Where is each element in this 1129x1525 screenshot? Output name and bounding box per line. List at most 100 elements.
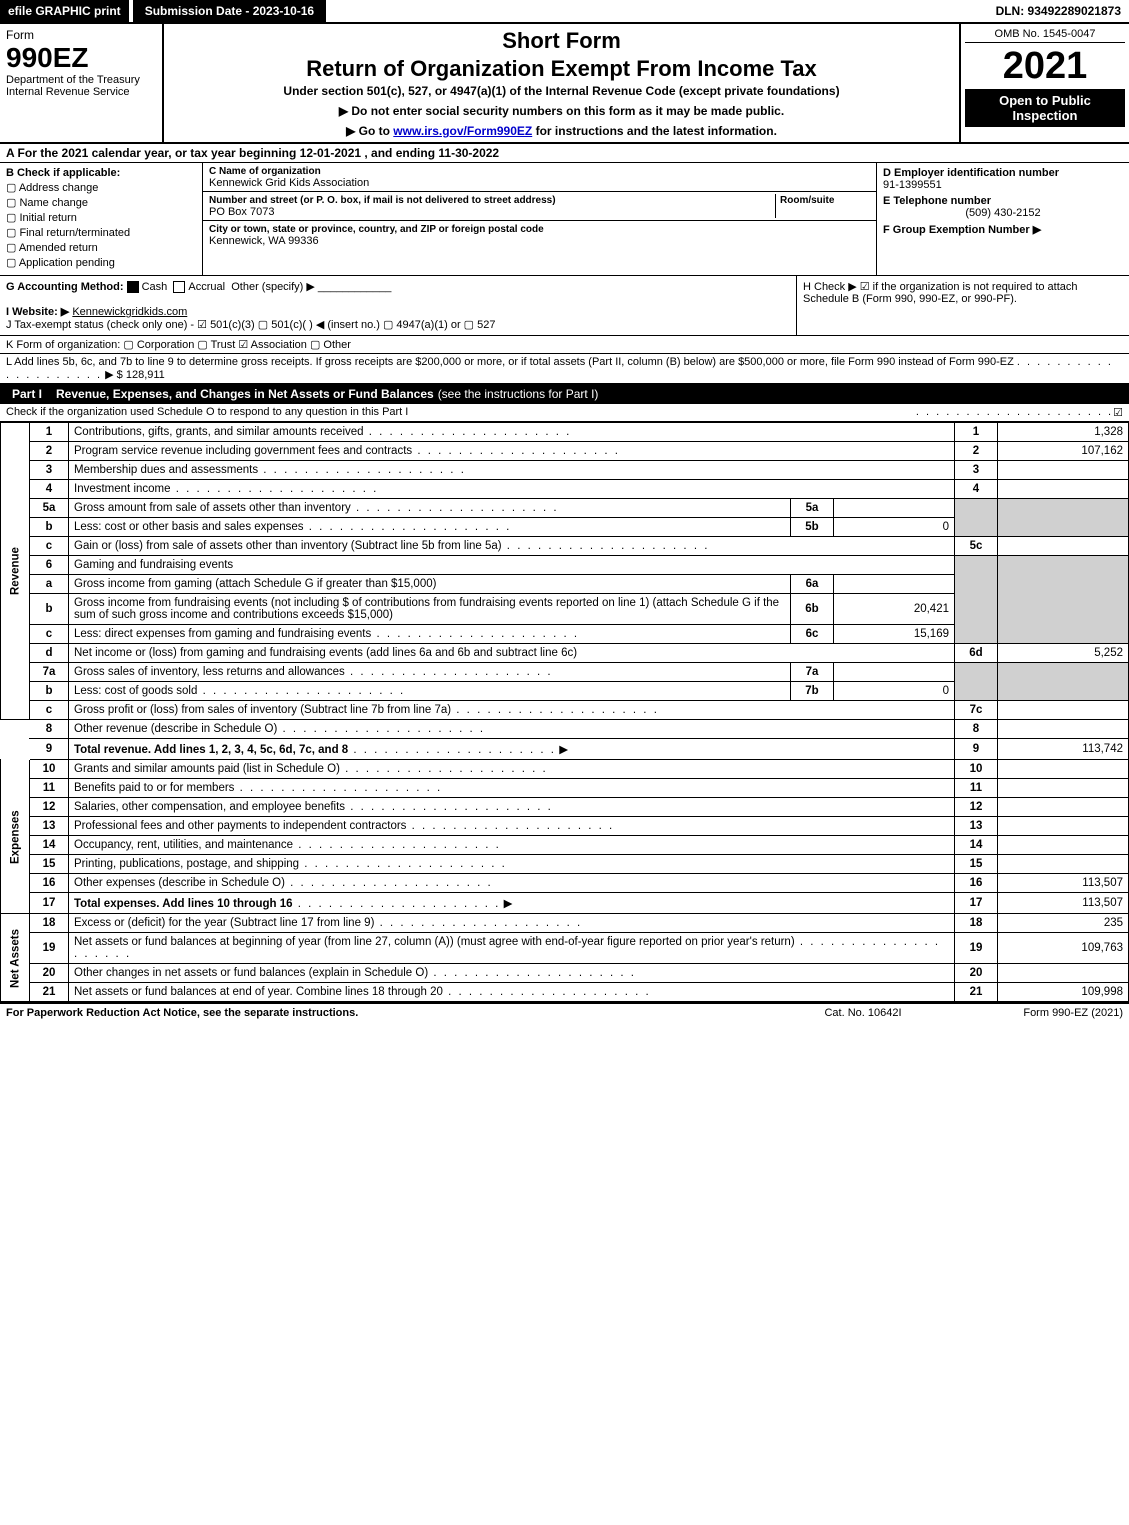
val-15 [998,855,1129,874]
ln-13: 13 [30,817,69,836]
row-20: 20 Other changes in net assets or fund b… [1,964,1129,983]
i-label: I Website: ▶ [6,306,69,318]
j-label: J Tax-exempt status (check only one) - ☑… [6,319,495,331]
box-def: D Employer identification number 91-1399… [877,163,1129,275]
desc-4: Investment income [69,480,955,499]
side-spacer-9 [1,739,30,760]
sub-5a: 5a [791,499,834,518]
val-5c [998,537,1129,556]
row-6d: d Net income or (loss) from gaming and f… [1,644,1129,663]
short-form-title: Short Form [170,28,953,54]
dots-20 [428,967,636,979]
desc-2: Program service revenue including govern… [69,442,955,461]
website-value[interactable]: Kennewickgridkids.com [72,306,187,318]
row-18: Net Assets 18 Excess or (deficit) for th… [1,914,1129,933]
sub-5b: 5b [791,518,834,537]
val-18: 235 [998,914,1129,933]
nc-2: 2 [955,442,998,461]
ln-6: 6 [30,556,69,575]
ln-5a: 5a [30,499,69,518]
nc-7c: 7c [955,701,998,720]
line-l: L Add lines 5b, 6c, and 7b to line 9 to … [0,354,1129,384]
ln-12: 12 [30,798,69,817]
sub-6b: 6b [791,594,834,625]
desc-18-text: Excess or (deficit) for the year (Subtra… [74,917,374,929]
desc-7a: Gross sales of inventory, less returns a… [69,663,791,682]
efile-label[interactable]: efile GRAPHIC print [0,0,129,22]
ln-11: 11 [30,779,69,798]
desc-17: Total expenses. Add lines 10 through 16 … [69,893,955,914]
shade-5v [998,499,1129,537]
desc-12-text: Salaries, other compensation, and employ… [74,801,345,813]
ln-9: 9 [30,739,69,760]
check-accrual[interactable] [173,281,185,293]
nc-11: 11 [955,779,998,798]
row-19: 19 Net assets or fund balances at beginn… [1,933,1129,964]
part1-label: Part I [6,387,48,401]
check-o-text: Check if the organization used Schedule … [6,406,916,419]
check-application-pending[interactable]: Application pending [6,256,196,269]
dots-16 [285,877,493,889]
desc-5c-text: Gain or (loss) from sale of assets other… [74,540,502,552]
header-center: Short Form Return of Organization Exempt… [164,24,959,142]
tax-year: 2021 [965,47,1125,85]
subval-6c: 15,169 [834,625,955,644]
row-8: 8 Other revenue (describe in Schedule O)… [1,720,1129,739]
org-name: Kennewick Grid Kids Association [209,177,369,189]
desc-14: Occupancy, rent, utilities, and maintena… [69,836,955,855]
row-14: 14 Occupancy, rent, utilities, and maint… [1,836,1129,855]
dln: DLN: 93492289021873 [988,0,1129,22]
dots-15 [299,858,507,870]
dots-5a [351,502,559,514]
ln-20: 20 [30,964,69,983]
ln-14: 14 [30,836,69,855]
dots-21 [443,986,651,998]
dots-8 [277,723,485,735]
box-b: B Check if applicable: Address change Na… [0,163,203,275]
arrow-17: ▶ [504,898,513,910]
g-cash: Cash [142,281,168,293]
desc-5c: Gain or (loss) from sale of assets other… [69,537,955,556]
val-4 [998,480,1129,499]
desc-16: Other expenses (describe in Schedule O) [69,874,955,893]
omb-number: OMB No. 1545-0047 [965,28,1125,43]
check-cash[interactable] [127,281,139,293]
dots-9 [348,744,556,756]
val-2: 107,162 [998,442,1129,461]
ln-4: 4 [30,480,69,499]
irs-link[interactable]: www.irs.gov/Form990EZ [393,124,532,138]
subval-7b: 0 [834,682,955,701]
shade-6v [998,556,1129,644]
val-16: 113,507 [998,874,1129,893]
ln-7a: 7a [30,663,69,682]
section-a-text: A For the 2021 calendar year, or tax yea… [6,146,499,160]
desc-13: Professional fees and other payments to … [69,817,955,836]
ln-5c: c [30,537,69,556]
ln-15: 15 [30,855,69,874]
lines-table: Revenue 1 Contributions, gifts, grants, … [0,422,1129,1002]
dots-17 [293,898,501,910]
check-name-change[interactable]: Name change [6,196,196,209]
box-h: H Check ▶ ☑ if the organization is not r… [796,276,1129,335]
desc-6: Gaming and fundraising events [69,556,955,575]
ln-17: 17 [30,893,69,914]
check-address-change[interactable]: Address change [6,181,196,194]
dots-7a [345,666,553,678]
nc-9: 9 [955,739,998,760]
desc-20-text: Other changes in net assets or fund bala… [74,967,428,979]
dots-5c [502,540,710,552]
desc-11: Benefits paid to or for members [69,779,955,798]
row-7c: c Gross profit or (loss) from sales of i… [1,701,1129,720]
row-12: 12 Salaries, other compensation, and emp… [1,798,1129,817]
dots-10 [340,763,548,775]
desc-9-text: Total revenue. Add lines 1, 2, 3, 4, 5c,… [74,744,348,756]
desc-1: Contributions, gifts, grants, and simila… [69,423,955,442]
check-final-return[interactable]: Final return/terminated [6,226,196,239]
check-amended-return[interactable]: Amended return [6,241,196,254]
line-k: K Form of organization: ▢ Corporation ▢ … [0,336,1129,354]
desc-16-text: Other expenses (describe in Schedule O) [74,877,285,889]
val-14 [998,836,1129,855]
check-initial-return[interactable]: Initial return [6,211,196,224]
check-o-checkbox[interactable]: ☑ [1113,406,1123,419]
desc-6a: Gross income from gaming (attach Schedul… [69,575,791,594]
